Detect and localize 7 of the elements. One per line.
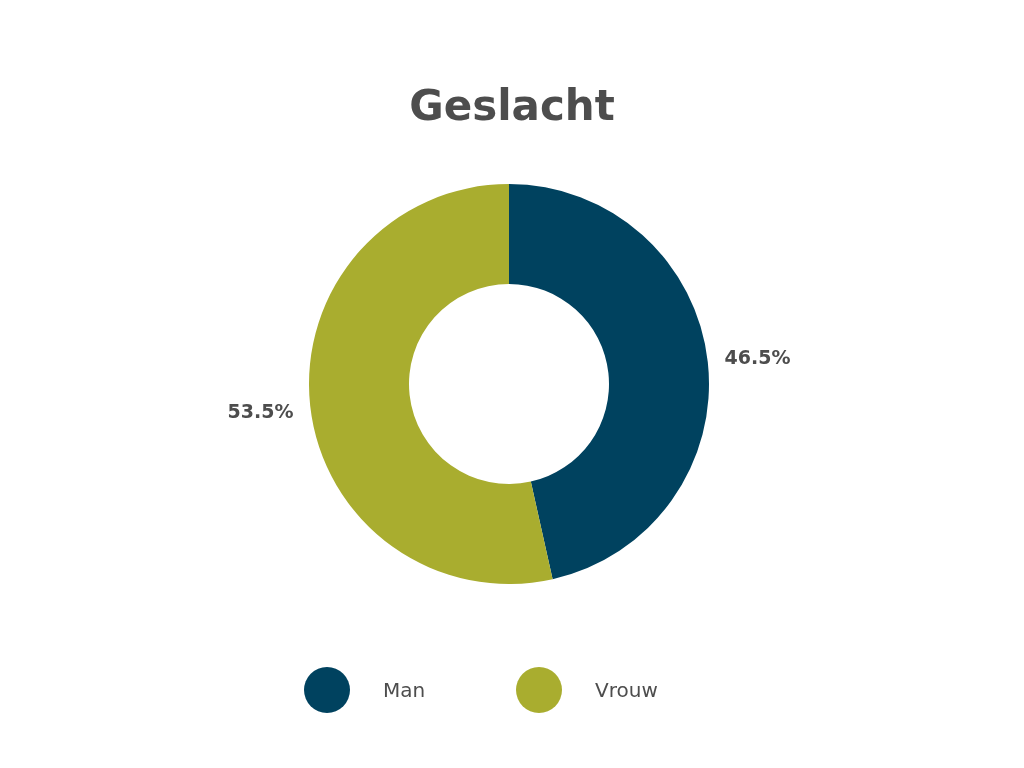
donut-slice — [309, 184, 553, 584]
data-label: 46.5% — [724, 345, 791, 368]
data-label: 53.5% — [227, 400, 294, 423]
chart-title: Geslacht — [409, 81, 615, 130]
donut-slice — [509, 184, 709, 580]
legend-label: Man — [383, 678, 426, 702]
legend-label: Vrouw — [595, 678, 658, 702]
